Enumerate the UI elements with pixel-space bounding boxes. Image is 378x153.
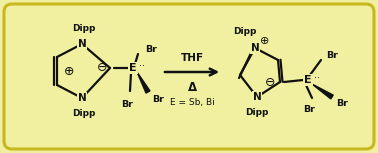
Text: ⊕: ⊕ [260, 36, 270, 46]
Text: N: N [77, 93, 87, 103]
Text: Dipp: Dipp [233, 27, 257, 36]
Text: Δ: Δ [187, 81, 197, 94]
Text: Dipp: Dipp [245, 108, 269, 117]
Text: ⊖: ⊖ [97, 60, 107, 73]
Text: E: E [304, 75, 312, 85]
Text: Br: Br [152, 95, 164, 104]
Text: Br: Br [326, 50, 338, 60]
Text: E: E [129, 63, 137, 73]
Polygon shape [312, 84, 333, 99]
Text: ··: ·· [314, 73, 320, 83]
Text: Br: Br [336, 99, 348, 108]
Text: N: N [253, 92, 261, 102]
Text: Br: Br [303, 105, 315, 114]
FancyBboxPatch shape [4, 4, 374, 149]
Text: THF: THF [180, 53, 204, 63]
Text: Br: Br [145, 45, 157, 54]
Text: ··: ·· [139, 61, 145, 71]
Text: Dipp: Dipp [72, 24, 96, 33]
Text: N: N [251, 43, 259, 53]
Text: ⊖: ⊖ [265, 75, 275, 88]
Text: Dipp: Dipp [72, 109, 96, 118]
Text: Br: Br [121, 100, 133, 109]
Text: ⊕: ⊕ [64, 65, 74, 78]
Text: N: N [77, 39, 87, 49]
Polygon shape [137, 72, 150, 93]
Text: E = Sb, Bi: E = Sb, Bi [170, 98, 214, 107]
